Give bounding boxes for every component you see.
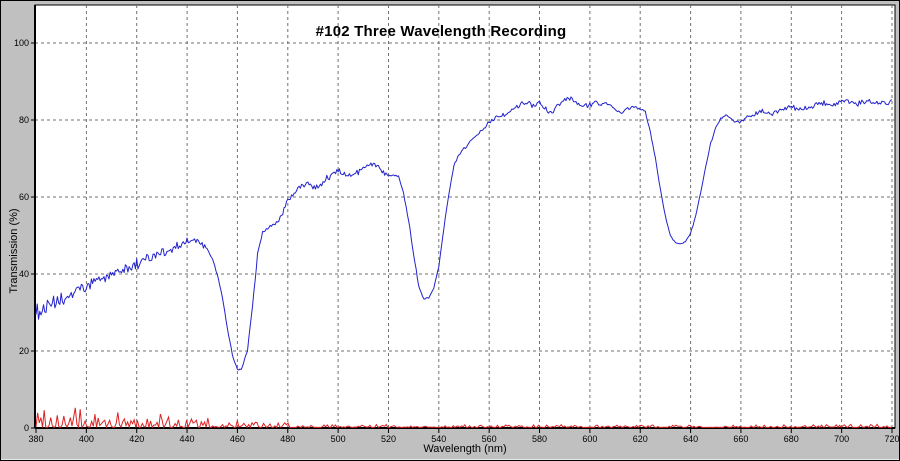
y-tick-label: 100 <box>14 38 29 48</box>
window-bevel-highlight <box>1 459 899 460</box>
axes <box>34 5 895 429</box>
x-tick-label: 600 <box>582 434 597 444</box>
x-tick-label: 660 <box>733 434 748 444</box>
x-tick-label: 520 <box>381 434 396 444</box>
y-tick-label: 40 <box>19 269 29 279</box>
x-tick-label: 640 <box>683 434 698 444</box>
x-tick-label: 540 <box>431 434 446 444</box>
x-tick-label: 500 <box>331 434 346 444</box>
x-tick-label: 460 <box>230 434 245 444</box>
y-tick-label: 60 <box>19 192 29 202</box>
transmission-curve <box>35 96 893 371</box>
x-axis-label: Wavelength (nm) <box>423 443 507 455</box>
noise-trace <box>35 407 892 429</box>
y-axis-label: Transmission (%) <box>8 208 20 294</box>
y-tick-label: 80 <box>19 115 29 125</box>
x-tick-label: 440 <box>180 434 195 444</box>
x-tick-label: 720 <box>884 434 899 444</box>
x-tick-label: 480 <box>280 434 295 444</box>
x-tick-label: 620 <box>633 434 648 444</box>
x-tick-label: 420 <box>129 434 144 444</box>
y-tick-label: 0 <box>24 423 29 433</box>
x-tick-label: 700 <box>834 434 849 444</box>
x-tick-label: 680 <box>784 434 799 444</box>
y-tick-label: 20 <box>19 346 29 356</box>
x-tick-label: 380 <box>28 434 43 444</box>
plot-background <box>34 4 896 429</box>
gridlines <box>35 5 895 428</box>
x-tick-label: 400 <box>79 434 94 444</box>
x-tick-label: 580 <box>532 434 547 444</box>
x-tick-label: 560 <box>482 434 497 444</box>
